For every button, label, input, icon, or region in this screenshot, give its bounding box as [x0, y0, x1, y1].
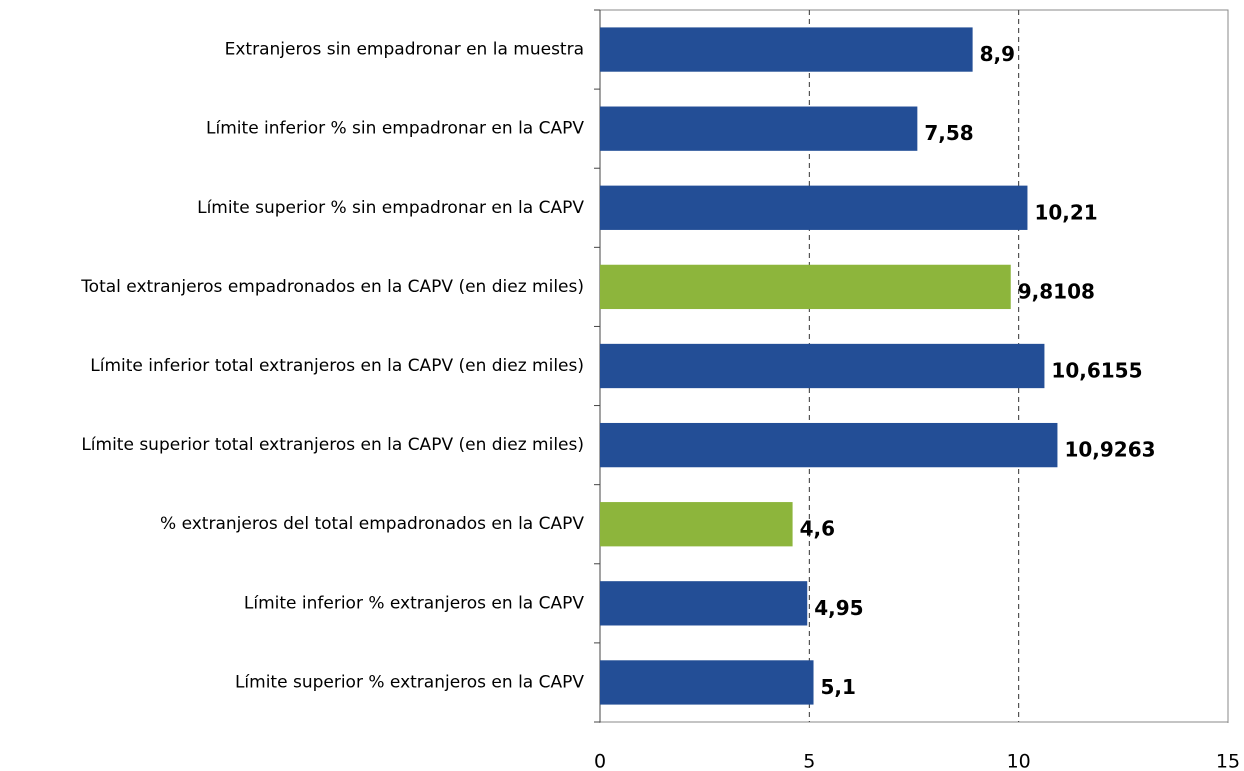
value-label: 4,6: [800, 517, 835, 541]
y-tick-label: Total extranjeros empadronados en la CAP…: [80, 277, 584, 297]
y-tick-label: Límite superior % sin empadronar en la C…: [197, 198, 584, 218]
y-tick-label: Límite inferior % extranjeros en la CAPV: [244, 593, 584, 613]
value-label: 7,58: [924, 121, 973, 145]
x-tick-label: 15: [1216, 751, 1240, 771]
value-label: 8,9: [980, 42, 1015, 66]
y-tick-label: Límite superior % extranjeros en la CAPV: [235, 672, 584, 692]
bar: [600, 343, 1045, 389]
x-tick-label: 5: [803, 751, 815, 771]
bar: [600, 264, 1011, 310]
bar: [600, 185, 1028, 230]
bar: [600, 27, 973, 72]
y-tick-label: Límite superior total extranjeros en la …: [81, 435, 584, 455]
value-label: 4,95: [814, 596, 863, 620]
y-tick-label: % extranjeros del total empadronados en …: [160, 514, 584, 534]
y-tick-label: Límite inferior % sin empadronar en la C…: [206, 119, 584, 139]
x-tick-label: 0: [594, 751, 606, 771]
value-label: 5,1: [821, 675, 856, 699]
bar: [600, 106, 918, 151]
value-label: 9,8108: [1018, 279, 1095, 303]
bar: [600, 422, 1058, 468]
y-tick-label: Extranjeros sin empadronar en la muestra: [225, 40, 584, 60]
bar: [600, 660, 814, 705]
bar: [600, 502, 793, 547]
value-label: 10,21: [1034, 200, 1097, 224]
x-tick-label: 10: [1007, 751, 1031, 771]
y-tick-label: Límite inferior total extranjeros en la …: [90, 356, 584, 376]
value-label: 10,6155: [1051, 359, 1142, 383]
value-label: 10,9263: [1064, 438, 1155, 462]
bar: [600, 581, 808, 626]
